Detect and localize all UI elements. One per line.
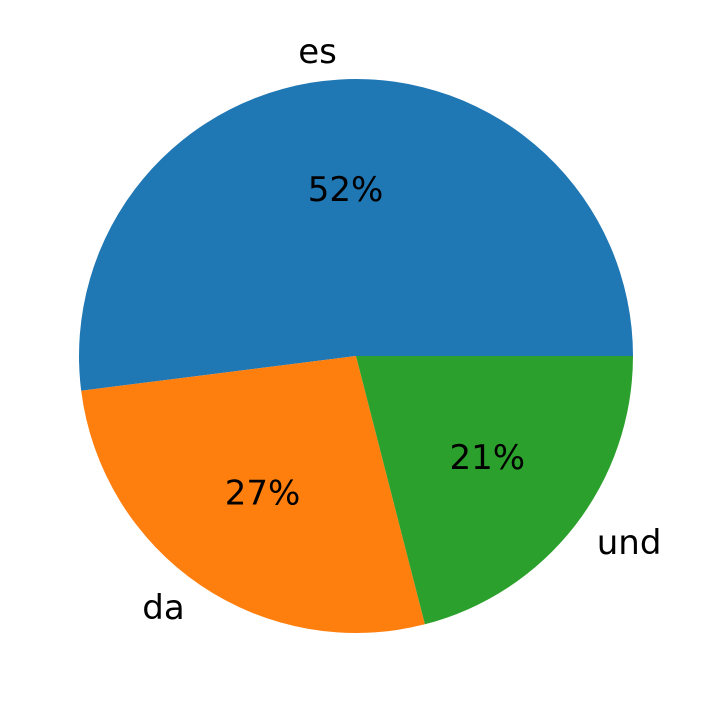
pie-labels: es 52% da 27% und 21% xyxy=(142,32,661,628)
pie-slice-es xyxy=(78,79,633,391)
category-label-und: und xyxy=(597,523,662,563)
percent-label-und: 21% xyxy=(450,438,526,478)
pie-slice-und xyxy=(356,356,633,625)
category-label-da: da xyxy=(142,588,184,628)
pie-slices xyxy=(78,79,633,634)
pie-slice-da xyxy=(81,356,425,634)
percent-label-es: 52% xyxy=(308,170,384,210)
percent-label-da: 27% xyxy=(225,473,301,513)
category-label-es: es xyxy=(298,32,337,72)
